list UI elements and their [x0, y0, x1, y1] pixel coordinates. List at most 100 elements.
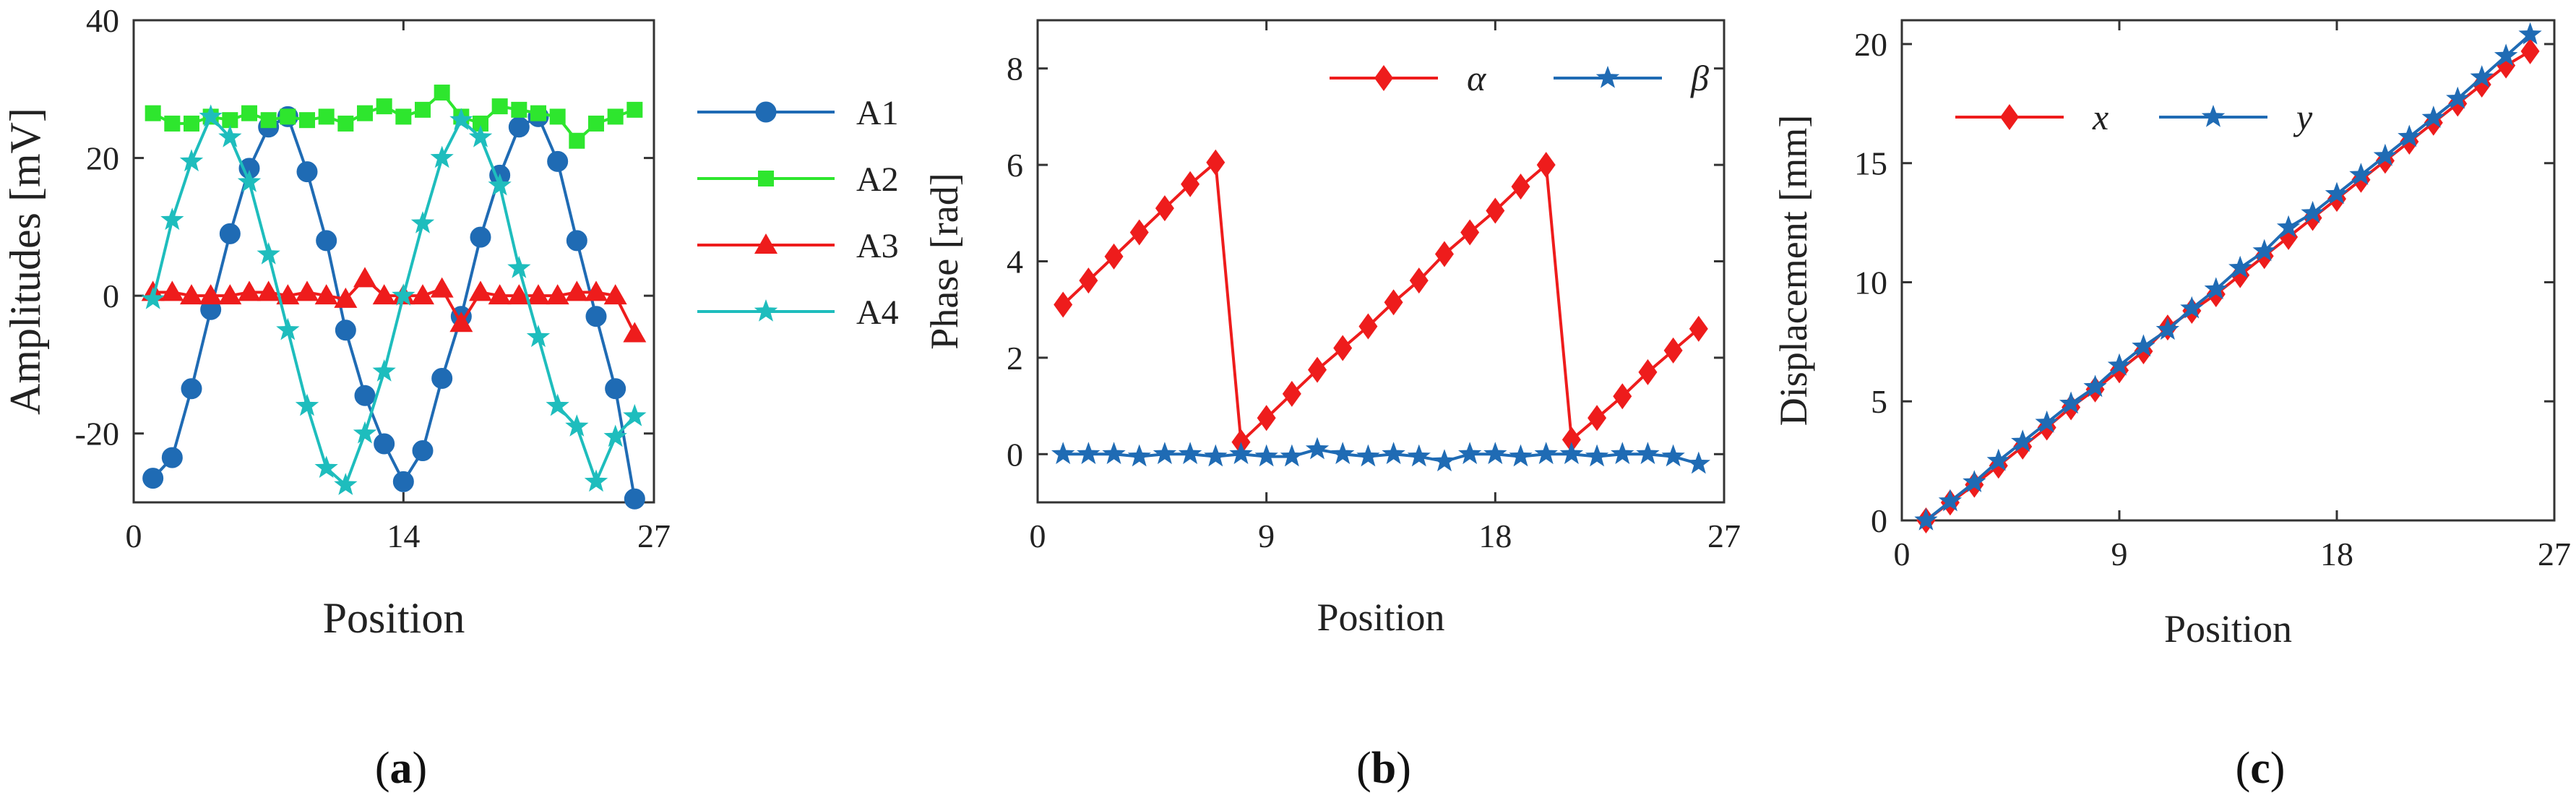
data-point-α: [1511, 173, 1530, 200]
data-point-β: [1102, 442, 1126, 465]
data-point-A1: [392, 471, 414, 492]
data-point-α: [1613, 383, 1632, 410]
data-point-A3: [449, 312, 473, 332]
data-point-A2: [395, 108, 412, 125]
data-point-A3: [238, 280, 261, 301]
caption-paren-open: (: [2236, 744, 2251, 793]
data-point-β: [1585, 444, 1609, 467]
data-point-A3: [276, 284, 300, 305]
data-point-A4: [507, 256, 531, 278]
y-axis-label: Phase [rad]: [923, 173, 966, 349]
y-tick-label: 2: [1007, 340, 1023, 377]
legend-label-A1: A1: [856, 94, 899, 132]
legend-marker: [2000, 104, 2019, 130]
data-point-A2: [626, 101, 643, 118]
data-point-A2: [222, 112, 238, 129]
data-point-β: [1483, 442, 1507, 465]
x-tick-label: 18: [2320, 536, 2353, 572]
x-axis-label: Position: [2164, 607, 2292, 651]
data-point-y: [2011, 429, 2035, 452]
data-point-A1: [470, 226, 491, 248]
plot-frame: [132, 19, 655, 504]
data-point-A2: [434, 85, 450, 101]
data-point-A1: [566, 230, 587, 252]
data-point-β: [1153, 442, 1177, 465]
panel-a: 0 14 27 40 20 0 -20 Position Amplitudes [mV] A1 A2…: [1, 2, 899, 793]
data-point-y: [2398, 124, 2421, 147]
data-point-α: [1460, 219, 1480, 246]
data-point-α: [1257, 405, 1276, 432]
data-point-α: [1384, 289, 1403, 316]
data-point-A3: [603, 284, 627, 305]
caption-paren-close: ): [2270, 744, 2286, 793]
data-point-β: [1407, 444, 1431, 467]
series-A2: [145, 85, 643, 149]
legend-label-A4: A4: [856, 293, 899, 332]
data-point-A1: [412, 440, 434, 462]
caption-letter: b: [1371, 744, 1396, 793]
data-point-β: [1229, 442, 1253, 465]
y-tick-label: 10: [1854, 264, 1887, 301]
data-point-A3: [218, 284, 242, 305]
legend-label-x: x: [2092, 97, 2108, 137]
data-point-y: [2373, 143, 2398, 166]
series-line-A3: [152, 276, 637, 335]
data-point-β: [1458, 442, 1482, 465]
data-point-A1: [585, 306, 607, 327]
data-point-β: [1127, 444, 1151, 467]
data-point-A2: [357, 105, 373, 121]
data-point-y: [2059, 391, 2083, 414]
data-point-A2: [337, 115, 354, 132]
data-point-β: [1204, 444, 1228, 467]
data-point-A1: [296, 161, 318, 183]
data-point-y: [2470, 65, 2494, 87]
legend-marker: [755, 101, 777, 123]
data-point-β: [1178, 442, 1202, 465]
data-point-A2: [145, 105, 161, 121]
y-tick-label: -20: [75, 416, 119, 452]
x-tick-label: 27: [637, 518, 671, 554]
data-point-y: [2107, 353, 2132, 376]
data-point-y: [2035, 410, 2059, 433]
legend-label-y: y: [2293, 97, 2313, 137]
data-point-A1: [219, 223, 241, 244]
data-point-y: [2421, 106, 2445, 128]
data-point-y: [2349, 163, 2373, 185]
data-point-α: [1333, 335, 1353, 361]
legend-label-β: β: [1690, 58, 1709, 98]
x-tick-label: 27: [2538, 536, 2571, 572]
data-point-A3: [469, 280, 492, 301]
data-point-y: [1986, 448, 2010, 471]
data-point-A4: [430, 145, 454, 168]
data-point-y: [1938, 489, 1963, 512]
data-point-A3: [314, 284, 338, 305]
data-point-β: [1509, 444, 1533, 467]
data-point-A2: [164, 115, 181, 132]
data-point-A4: [449, 108, 473, 130]
data-point-A4: [372, 359, 396, 382]
x-tick-label: 27: [1707, 518, 1741, 554]
data-point-β: [1636, 442, 1660, 465]
legend-marker: [2201, 105, 2226, 127]
data-point-A3: [565, 280, 589, 301]
data-point-A3: [257, 280, 280, 301]
data-point-A2: [511, 101, 527, 118]
x-axis-label: Position: [323, 594, 465, 642]
series-β: [1051, 437, 1710, 474]
y-tick-label: 40: [86, 2, 119, 39]
legend-label-A2: A2: [856, 160, 899, 199]
data-point-A4: [584, 469, 608, 492]
data-point-A4: [141, 286, 165, 309]
data-point-A4: [565, 414, 589, 437]
data-point-A4: [160, 207, 184, 231]
data-point-A4: [392, 283, 415, 306]
data-point-A2: [569, 132, 585, 149]
x-tick-label: 0: [1894, 536, 1911, 572]
data-point-A3: [430, 277, 454, 298]
data-point-β: [1534, 442, 1558, 465]
data-point-α: [1104, 243, 1124, 270]
legend-label-α: α: [1467, 58, 1487, 98]
data-point-A3: [160, 280, 184, 301]
data-point-y: [2301, 200, 2325, 223]
data-point-A4: [410, 211, 435, 233]
